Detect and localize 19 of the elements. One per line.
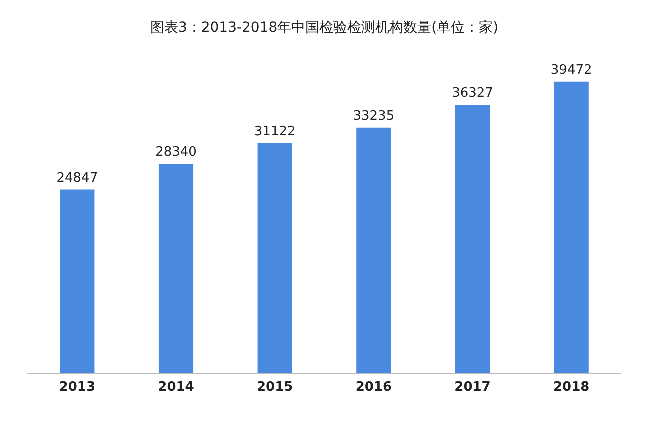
data-label: 28340 [156,144,197,160]
data-label: 31122 [254,124,296,140]
data-label: 33235 [353,108,395,124]
chart-title: 图表3：2013-2018年中国检验检测机构数量(单位：家) [150,20,499,36]
x-tick-label: 2013 [59,380,96,395]
bar [356,128,392,373]
x-tick-label: 2015 [256,380,294,395]
bar [455,105,490,373]
bar [158,164,194,373]
x-tick-label: 2016 [356,380,392,395]
x-tick-label: 2018 [553,380,590,395]
x-tick-label: 2014 [158,380,194,395]
data-label: 39472 [550,62,592,78]
bar [554,82,589,373]
data-label: 24847 [56,170,98,186]
bar [60,190,95,373]
x-tick-label: 2017 [454,380,491,395]
data-label: 36327 [452,86,494,102]
bar [258,143,292,373]
